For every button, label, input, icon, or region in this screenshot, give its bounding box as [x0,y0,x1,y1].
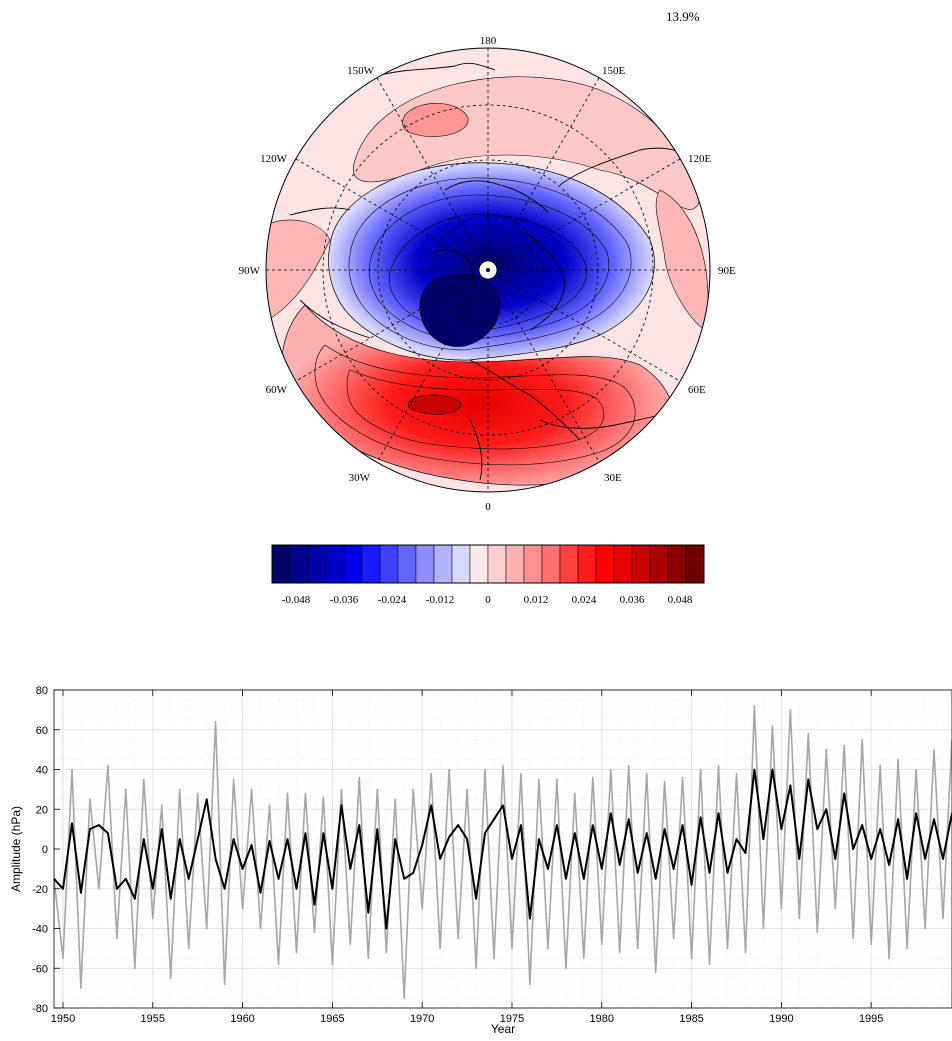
x-tick-label: 1960 [230,1013,254,1025]
y-axis-label: Amplitude (hPa) [9,806,23,892]
longitude-labels: 180 150E 120E 90E 60E 30E 0 30W 60W 90W … [239,35,736,513]
lon-label-30e: 30E [604,472,622,484]
y-tick-label: 80 [36,685,48,697]
series-line-smoothed [53,768,952,930]
x-tick-label: 1975 [500,1013,524,1025]
lon-label-150w: 150W [347,65,375,77]
colorbar-segment [469,544,489,584]
colorbar-tick-label: 0 [485,594,491,606]
coastlines [289,62,701,481]
colorbar-segment [397,544,417,584]
colorbar-segment [541,544,561,584]
colorbar-segment [487,544,507,584]
colorbar-segment [433,544,453,584]
y-tick-label: 20 [36,804,48,816]
y-tick-label: 40 [36,765,48,777]
colorbar-segment [415,544,435,584]
y-tick-label: 0 [42,844,48,856]
y-tick-label: -40 [32,924,48,936]
lon-label-0: 0 [485,501,491,513]
negative-anomaly-ring-3 [388,213,587,333]
colorbar-tick-labels: -0.048 -0.036 -0.024 -0.012 0 0.012 0.024 0.036… [282,594,693,606]
colorbar-tick-label: -0.024 [378,594,407,606]
colorbar-segment [379,544,399,584]
y-tick-label: -60 [32,963,48,975]
lon-label-90e: 90E [718,265,736,277]
colorbar-tick-label: -0.048 [282,594,311,606]
y-tick-label: 60 [36,725,48,737]
lon-label-120e: 120E [688,153,712,165]
positive-anomaly-atlantic-core [408,394,461,415]
colorbar-tick-label: 0.036 [620,594,645,606]
colorbar-tick-label: 0.012 [524,594,549,606]
colorbar-segment [523,544,543,584]
colorbar-border [271,544,705,584]
lon-label-120w: 120W [260,153,288,165]
lon-label-90w: 90W [239,265,261,277]
lon-label-150e: 150E [602,65,626,77]
series-line-monthly [53,705,952,999]
pole-marker [486,268,490,272]
lon-label-60e: 60E [688,384,706,396]
positive-anomaly-east [655,189,709,331]
colorbar-segment [559,544,579,584]
series-group [53,705,952,999]
variance-label: 13.9% [666,9,700,24]
positive-anomaly-atlantic-ring-1 [314,344,636,466]
x-tick-label: 1955 [141,1013,165,1025]
colorbar-segment [613,544,633,584]
negative-anomaly-ring-2 [369,194,609,341]
polar-map [265,47,711,493]
time-series-chart: 1950 1955 1960 1965 1970 1975 1980 1985 1990 1995… [9,685,952,1036]
x-tick-label: 1950 [51,1013,75,1025]
colorbar-segment [289,544,309,584]
x-tick-label: 1990 [769,1013,793,1025]
colorbar-tick-label: 0.024 [572,594,597,606]
axes: 1950 1955 1960 1965 1970 1975 1980 1985 1990 1995… [32,685,952,1025]
y-tick-label: -80 [32,1003,48,1015]
map-border [265,47,711,493]
y-tick-label: -20 [32,884,48,896]
colorbar-segment [343,544,363,584]
colorbar-segment [325,544,345,584]
x-tick-label: 1995 [859,1013,883,1025]
colorbar-segment [685,544,705,584]
colorbar-segment [361,544,381,584]
x-tick-label: 1970 [410,1013,434,1025]
colorbar-segment [505,544,525,584]
lon-label-180: 180 [480,35,497,47]
positive-anomaly-atlantic-ring-2 [346,369,604,450]
negative-anomaly-core [419,273,501,347]
colorbar [271,544,705,584]
colorbar-segment [631,544,651,584]
colorbar-tick-label: 0.048 [668,594,693,606]
colorbar-segment [667,544,687,584]
colorbar-segment [271,544,291,584]
colorbar-segment [451,544,471,584]
colorbar-segment [595,544,615,584]
x-axis-label: Year [491,1022,515,1036]
lon-label-30w: 30W [349,472,371,484]
positive-anomaly-pacific-core [402,103,469,137]
colorbar-segment [649,544,669,584]
x-tick-label: 1965 [320,1013,344,1025]
colorbar-tick-label: -0.036 [330,594,359,606]
lon-label-60w: 60W [266,384,288,396]
x-tick-label: 1980 [590,1013,614,1025]
colorbar-segment [577,544,597,584]
colorbar-tick-label: -0.012 [426,594,454,606]
x-tick-label: 1985 [679,1013,703,1025]
negative-anomaly-ring-1 [348,177,632,351]
colorbar-segment [307,544,327,584]
